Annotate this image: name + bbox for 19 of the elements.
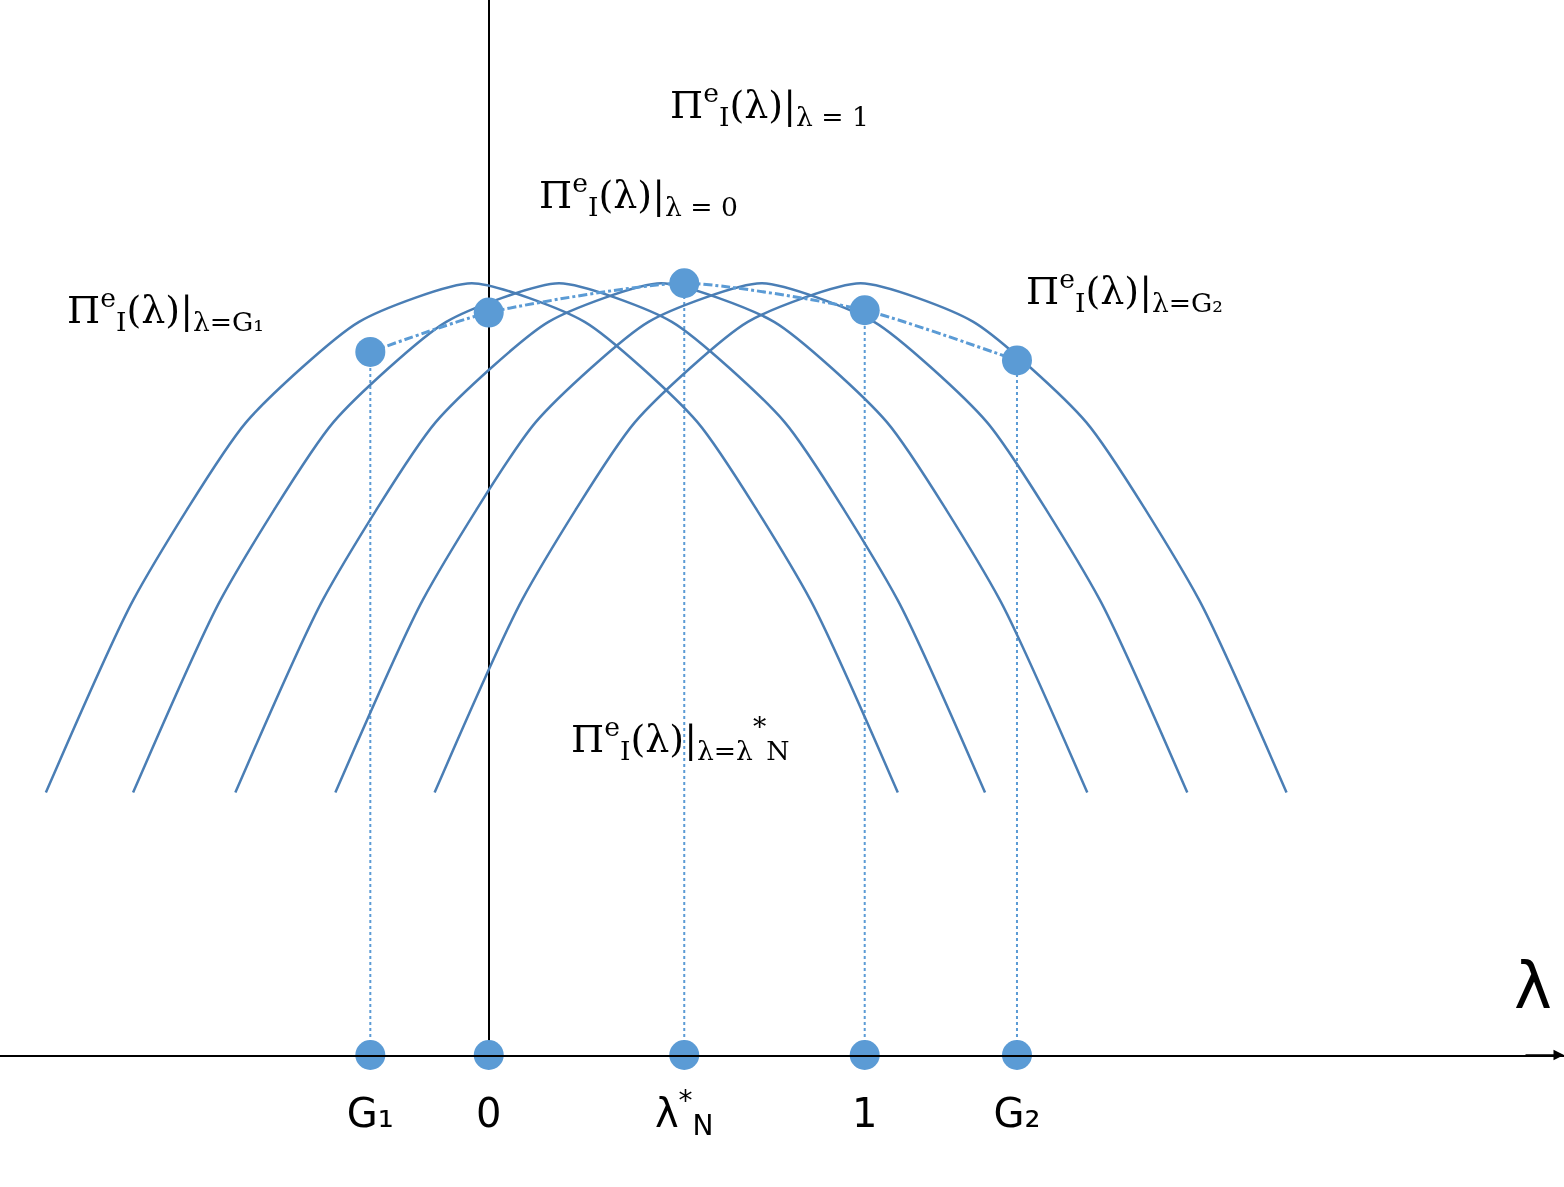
x-tick-label: G₁	[346, 1089, 394, 1136]
point	[1001, 1040, 1032, 1070]
x-tick-label: 0	[476, 1089, 502, 1136]
x-tick-label: G₂	[993, 1089, 1041, 1136]
x-tick-label: 1	[851, 1089, 878, 1136]
x-axis-title: λ	[1514, 949, 1552, 1023]
point	[669, 1040, 700, 1070]
point	[355, 336, 386, 367]
point	[849, 1040, 880, 1070]
annotation: Π$^{e}$$_{I}$(λ)|$_{λ=G₂}$	[1026, 263, 1223, 318]
point	[1001, 345, 1032, 376]
point	[669, 268, 700, 299]
point	[849, 295, 880, 326]
annotation: Π$^{e}$$_{I}$(λ)|$_{λ = 0}$	[539, 167, 738, 222]
annotation: Π$^{e}$$_{I}$(λ)|$_{λ=G₁}$	[67, 282, 264, 337]
text: Π$^{e}$$_{I}$(λ)|$_{λ = 1}$	[670, 77, 869, 132]
point	[473, 1040, 504, 1070]
point	[355, 1040, 386, 1070]
point	[473, 297, 504, 328]
